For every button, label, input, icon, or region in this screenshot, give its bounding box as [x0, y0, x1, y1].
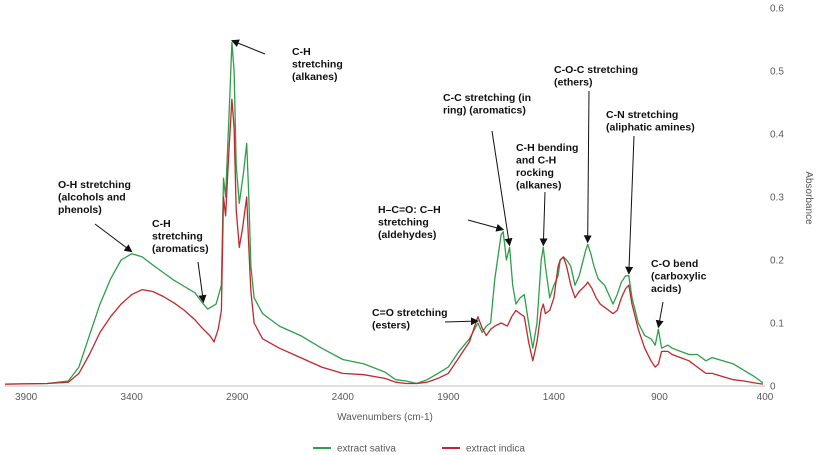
x-tick-label: 400	[757, 392, 774, 403]
y-tick-label: 0.4	[770, 130, 784, 141]
annotation-label: O-H stretching (alcohols and phenols)	[58, 179, 131, 216]
x-axis-title: Wavenumbers (cm-1)	[337, 412, 433, 423]
legend-item: extract sativa	[313, 444, 396, 455]
annotation: C-H stretching (aromatics)	[152, 218, 209, 304]
series-line-indica	[4, 98, 763, 385]
annotation-arrow	[197, 261, 207, 304]
annotation: C=O stretching (esters)	[372, 307, 479, 332]
x-tick-label: 900	[651, 392, 668, 403]
legend-item: extract indica	[442, 444, 525, 455]
x-tick-label: 3400	[121, 392, 144, 403]
annotation-label: H–C=O: C–H stretching (aldehydes)	[378, 204, 441, 241]
annotation-arrow	[467, 219, 505, 232]
y-tick-label: 0.2	[770, 256, 784, 267]
annotation-arrow	[625, 135, 635, 275]
annotation: C-O-C stretching (ethers)	[554, 64, 638, 244]
annotation-arrow	[231, 39, 266, 55]
legend-label: extract sativa	[337, 444, 396, 455]
x-tick-label: 2400	[332, 392, 355, 403]
plot-lines	[4, 41, 764, 385]
annotation: C-H stretching (alkanes)	[231, 39, 343, 83]
annotation-label: C-O-C stretching (ethers)	[554, 64, 638, 89]
annotation-arrow	[539, 191, 548, 247]
x-tick-label: 1400	[543, 392, 566, 403]
legend-label: extract indica	[466, 444, 525, 455]
legend: extract sativa extract indica	[313, 444, 525, 455]
x-tick-label: 2900	[226, 392, 249, 403]
annotations: O-H stretching (alcohols and phenols) C-H st…	[58, 39, 707, 332]
annotation: C-H bending and C-H rocking (alkanes)	[516, 142, 578, 247]
y-axis-title: Absorbance	[803, 171, 814, 225]
annotation: C-N stretching (aliphatic amines)	[606, 109, 695, 275]
annotation-arrow	[655, 301, 664, 329]
annotation-label: C-H stretching (alkanes)	[292, 46, 343, 83]
annotation-arrow	[583, 90, 592, 244]
y-tick-label: 0.5	[770, 67, 784, 78]
y-tick-label: 0.1	[770, 319, 784, 330]
annotation-arrow	[444, 317, 479, 326]
annotation: C-O bend (carboxylic acids)	[651, 258, 707, 329]
y-tick-label: 0.6	[770, 4, 784, 15]
y-tick-label: 0	[770, 382, 776, 393]
annotation-label: C-C stretching (in ring) (aromatics)	[443, 92, 531, 117]
annotation-label: C=O stretching (esters)	[372, 307, 448, 332]
series-line-sativa	[4, 41, 764, 385]
annotation-label: C-H stretching (aromatics)	[152, 218, 209, 255]
annotation-label: C-N stretching (aliphatic amines)	[606, 109, 695, 134]
annotation-arrow	[94, 223, 133, 253]
annotation-label: C-H bending and C-H rocking (alkanes)	[516, 142, 578, 192]
y-tick-label: 0.3	[770, 193, 784, 204]
x-tick-label: 1900	[437, 392, 460, 403]
annotation-label: C-O bend (carboxylic acids)	[651, 258, 707, 295]
y-tick-labels: 0 0.1 0.2 0.3 0.4 0.5 0.6	[770, 4, 784, 393]
annotation-arrow	[491, 130, 513, 247]
annotation: O-H stretching (alcohols and phenols)	[58, 179, 133, 253]
annotation: H–C=O: C–H stretching (aldehydes)	[378, 204, 505, 241]
annotation: C-C stretching (in ring) (aromatics)	[443, 92, 531, 247]
x-tick-label: 3900	[15, 392, 38, 403]
x-tick-labels: 3900 3400 2900 2400 1900 1400 900 400	[15, 392, 774, 403]
